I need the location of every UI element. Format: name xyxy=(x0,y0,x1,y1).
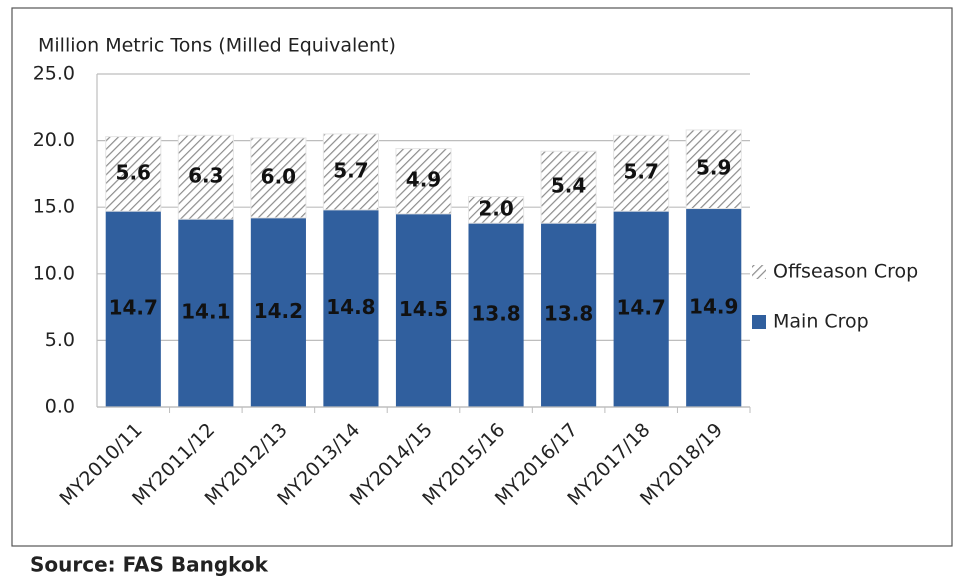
bar-segment xyxy=(613,134,670,212)
legend-swatch xyxy=(752,265,766,279)
y-tick-label: 20.0 xyxy=(33,129,75,151)
value-label: 2.0 xyxy=(478,196,513,220)
value-label: 6.0 xyxy=(261,164,296,188)
value-label: 14.7 xyxy=(616,296,665,320)
value-label: 4.9 xyxy=(406,168,441,192)
legend-label: Main Crop xyxy=(773,311,869,333)
bar-segment xyxy=(250,217,306,407)
bar-segment xyxy=(395,213,452,407)
value-label: 5.7 xyxy=(333,158,368,182)
y-axis-label: Million Metric Tons (Milled Equivalent) xyxy=(38,35,396,57)
bar-segment xyxy=(322,133,380,211)
bar-segment xyxy=(540,150,597,224)
value-label: 13.8 xyxy=(471,302,520,326)
y-tick-label: 10.0 xyxy=(33,262,75,284)
frame xyxy=(11,7,953,547)
value-label: 6.3 xyxy=(188,164,223,188)
value-label: 5.7 xyxy=(623,160,658,184)
bar-segment xyxy=(178,219,234,407)
value-label: 14.2 xyxy=(254,299,303,323)
bar-segment xyxy=(395,148,452,215)
value-label: 5.9 xyxy=(696,156,731,180)
legend-label: Offseason Crop xyxy=(773,261,918,283)
y-tick-label: 0.0 xyxy=(45,396,75,418)
source: Source: FAS Bangkok xyxy=(30,553,269,577)
value-label: 14.8 xyxy=(326,295,375,319)
bar-segment xyxy=(613,211,669,407)
bar-segment xyxy=(541,223,597,407)
bar-segment xyxy=(105,136,162,212)
y-tick-label: 5.0 xyxy=(45,329,75,351)
value-label: 5.6 xyxy=(116,160,151,184)
bar-segment xyxy=(105,211,161,407)
value-label: 14.1 xyxy=(181,300,230,324)
bar-segment xyxy=(323,209,379,407)
value-label: 13.8 xyxy=(544,302,593,326)
legend-swatch xyxy=(752,315,766,329)
value-label: 5.4 xyxy=(551,174,586,198)
value-label: 14.9 xyxy=(689,294,738,318)
y-tick-label: 25.0 xyxy=(33,63,75,85)
bar-segment xyxy=(177,134,234,220)
bar-segment xyxy=(468,223,524,407)
value-label: 14.7 xyxy=(109,296,158,320)
bar-segment xyxy=(685,129,742,210)
bar-segment xyxy=(250,137,307,219)
y-tick-label: 15.0 xyxy=(33,196,75,218)
bar-segment xyxy=(467,196,525,224)
value-label: 14.5 xyxy=(399,297,448,321)
bar-segment xyxy=(686,208,742,407)
